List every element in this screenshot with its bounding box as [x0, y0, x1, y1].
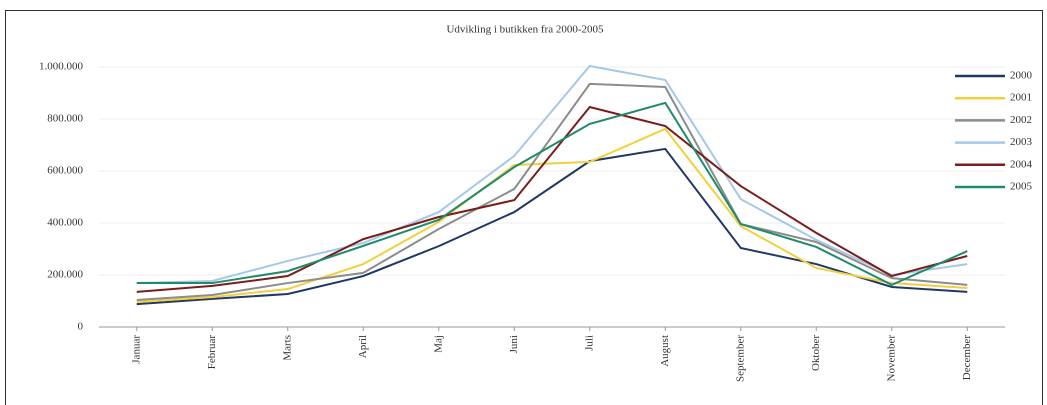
legend-label: 2001 — [1010, 92, 1032, 104]
y-tick-label: 600.000 — [47, 165, 83, 177]
x-tick-label: Maj — [432, 335, 444, 353]
y-tick-label: 200.000 — [47, 269, 83, 281]
y-tick-label: 800.000 — [47, 113, 83, 125]
legend-label: 2002 — [1010, 114, 1032, 126]
x-tick-label: September — [734, 335, 746, 382]
legend-label: 2004 — [1010, 158, 1033, 170]
x-tick-label: December — [961, 335, 973, 381]
series-line — [136, 82, 968, 301]
x-tick-label: Oktober — [810, 335, 822, 371]
series-line — [136, 101, 968, 286]
y-tick-label: 1.000.000 — [39, 61, 84, 73]
chart-title: Udvikling i butikken fra 2000-2005 — [446, 24, 604, 36]
legend-label: 2005 — [1010, 181, 1033, 193]
legend-label: 2003 — [1010, 136, 1033, 148]
x-tick-label: Juni — [508, 335, 520, 353]
chart-frame — [5, 10, 1043, 405]
x-tick-label: August — [659, 335, 671, 367]
x-tick-label: Januar — [130, 335, 142, 364]
y-tick-label: 400.000 — [47, 217, 83, 229]
series-line — [136, 105, 968, 293]
series-line — [136, 147, 968, 306]
series-line — [136, 64, 968, 285]
x-tick-label: Juli — [583, 335, 595, 351]
series-line — [136, 127, 968, 304]
y-tick-label: 0 — [78, 321, 84, 333]
legend-label: 2000 — [1010, 70, 1033, 82]
x-tick-label: November — [885, 335, 897, 382]
x-tick-label: Marts — [281, 335, 293, 361]
x-tick-label: Februar — [206, 335, 218, 370]
x-tick-label: April — [357, 335, 369, 358]
